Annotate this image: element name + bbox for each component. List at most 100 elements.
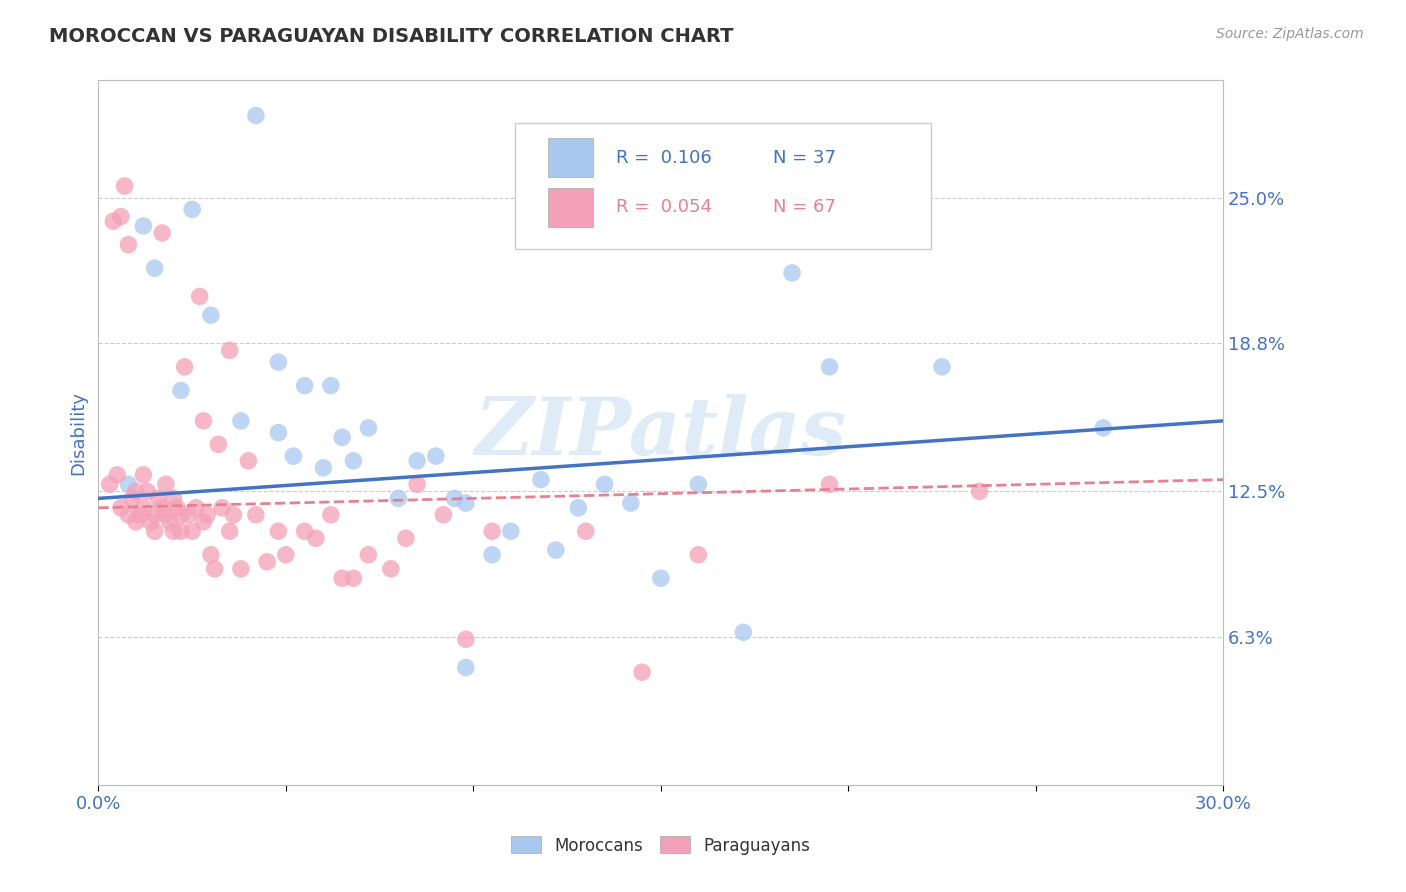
- Point: [103, 214, 125, 228]
- Point: [342, 571, 364, 585]
- Point: [245, 508, 267, 522]
- Point: [593, 477, 616, 491]
- Point: [432, 508, 454, 522]
- Point: [150, 500, 173, 515]
- Point: [274, 548, 297, 562]
- Point: [1092, 421, 1115, 435]
- Point: [200, 548, 222, 562]
- FancyBboxPatch shape: [515, 122, 931, 250]
- Point: [143, 261, 166, 276]
- Point: [283, 449, 305, 463]
- Point: [170, 524, 193, 539]
- Point: [454, 632, 477, 647]
- Point: [121, 491, 143, 506]
- Point: [688, 548, 710, 562]
- Point: [125, 484, 148, 499]
- Point: [155, 477, 177, 491]
- Point: [530, 473, 553, 487]
- Point: [204, 562, 226, 576]
- Point: [342, 454, 364, 468]
- Point: [245, 108, 267, 122]
- Point: [454, 496, 477, 510]
- Point: [481, 548, 503, 562]
- Point: [110, 210, 132, 224]
- Point: [98, 477, 121, 491]
- Point: [177, 508, 200, 522]
- Bar: [548, 187, 593, 227]
- Point: [117, 477, 139, 491]
- Point: [200, 308, 222, 322]
- Point: [395, 532, 418, 546]
- Y-axis label: Disability: Disability: [69, 391, 87, 475]
- Point: [170, 508, 193, 522]
- Point: [229, 562, 252, 576]
- Point: [193, 515, 215, 529]
- Point: [162, 491, 184, 506]
- Text: ZIPatlas: ZIPatlas: [475, 394, 846, 471]
- Point: [357, 548, 380, 562]
- Point: [267, 355, 290, 369]
- Point: [105, 467, 128, 482]
- Point: [650, 571, 672, 585]
- Point: [136, 484, 159, 499]
- Point: [188, 289, 211, 303]
- Point: [195, 508, 218, 522]
- Point: [818, 477, 841, 491]
- Point: [294, 524, 316, 539]
- Point: [305, 532, 328, 546]
- Point: [267, 425, 290, 440]
- Point: [159, 515, 181, 529]
- Point: [575, 524, 598, 539]
- Point: [238, 454, 260, 468]
- Point: [319, 508, 342, 522]
- Point: [481, 524, 503, 539]
- Point: [132, 219, 155, 233]
- Point: [150, 226, 173, 240]
- Point: [143, 524, 166, 539]
- Point: [143, 508, 166, 522]
- Point: [117, 237, 139, 252]
- Text: MOROCCAN VS PARAGUAYAN DISABILITY CORRELATION CHART: MOROCCAN VS PARAGUAYAN DISABILITY CORREL…: [49, 27, 734, 45]
- Point: [229, 414, 252, 428]
- Point: [132, 500, 155, 515]
- Text: N = 67: N = 67: [773, 198, 837, 216]
- Point: [218, 524, 240, 539]
- Point: [110, 500, 132, 515]
- Point: [256, 555, 278, 569]
- Text: R =  0.106: R = 0.106: [616, 149, 711, 167]
- Text: R =  0.054: R = 0.054: [616, 198, 711, 216]
- Point: [222, 508, 245, 522]
- Point: [631, 665, 654, 680]
- Point: [406, 454, 429, 468]
- Point: [181, 524, 204, 539]
- Point: [443, 491, 465, 506]
- Point: [267, 524, 290, 539]
- Point: [148, 491, 170, 506]
- Point: [117, 508, 139, 522]
- Point: [688, 477, 710, 491]
- Bar: [548, 138, 593, 178]
- Point: [544, 543, 567, 558]
- Point: [207, 437, 229, 451]
- Point: [312, 460, 335, 475]
- Point: [125, 515, 148, 529]
- Point: [969, 484, 991, 499]
- Point: [931, 359, 953, 374]
- Point: [425, 449, 447, 463]
- Point: [330, 571, 353, 585]
- Point: [330, 430, 353, 444]
- Point: [139, 515, 162, 529]
- Point: [173, 359, 195, 374]
- Point: [162, 524, 184, 539]
- Legend: Moroccans, Paraguayans: Moroccans, Paraguayans: [505, 830, 817, 861]
- Point: [380, 562, 402, 576]
- Point: [357, 421, 380, 435]
- Point: [319, 378, 342, 392]
- Point: [733, 625, 755, 640]
- Point: [155, 508, 177, 522]
- Point: [211, 500, 233, 515]
- Point: [114, 178, 136, 193]
- Point: [620, 496, 643, 510]
- Point: [567, 500, 589, 515]
- Point: [499, 524, 522, 539]
